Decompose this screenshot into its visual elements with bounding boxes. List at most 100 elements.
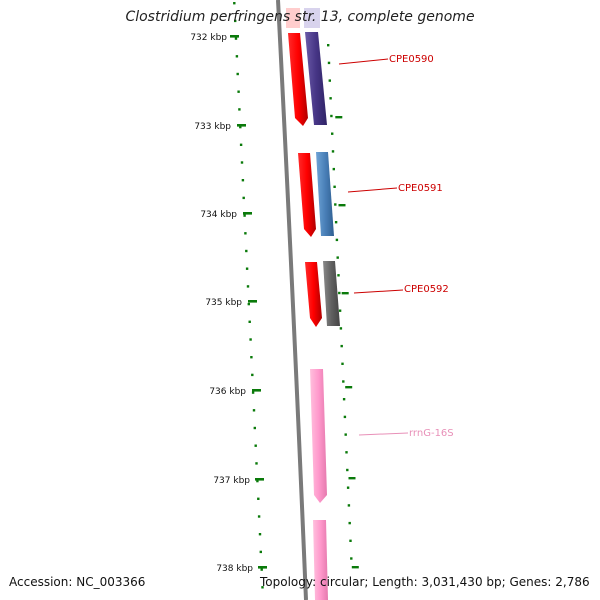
minor-tick (243, 214, 246, 217)
minor-tick (241, 179, 245, 182)
major-tick-735 (248, 300, 257, 303)
gene-label-rrnG-16S[interactable]: rrnG-16S (409, 428, 454, 439)
outer-major-tick (338, 204, 346, 207)
outer-minor-tick (349, 539, 352, 542)
minor-tick (249, 338, 252, 341)
gene-CPE0590[interactable] (288, 32, 327, 126)
outer-minor-tick (348, 521, 351, 525)
minor-tick (240, 161, 244, 164)
gene-arrow-reverse (323, 261, 340, 326)
outer-minor-tick (342, 380, 345, 383)
outer-major-tick (341, 292, 349, 295)
outer-minor-tick (327, 61, 331, 65)
minor-tick (257, 497, 260, 500)
major-tick-736 (252, 389, 261, 392)
topology-label: Topology: circular; Length: 3,031,430 bp… (260, 575, 590, 589)
minor-tick (234, 19, 237, 23)
major-tick-733 (237, 124, 246, 127)
minor-tick (236, 72, 239, 76)
outer-minor-tick (331, 132, 334, 135)
outer-major-tick (335, 116, 343, 119)
outer-minor-tick (329, 97, 332, 100)
leader-CPE0590 (338, 58, 389, 65)
minor-tick (254, 444, 257, 447)
outer-tick-ring (327, 44, 359, 569)
minor-tick (257, 515, 261, 518)
gene-CPE0591[interactable] (298, 152, 334, 237)
minor-tick (250, 356, 253, 359)
outer-major-tick (345, 386, 353, 389)
gene-arrow-forward (298, 153, 316, 237)
outer-minor-tick (335, 238, 339, 242)
rrna-arrow (310, 369, 327, 503)
outer-minor-tick (334, 203, 337, 206)
major-tick-738 (258, 566, 267, 569)
minor-tick (259, 550, 262, 554)
accession-label: Accession: NC_003366 (9, 575, 146, 589)
minor-tick (238, 108, 241, 111)
outer-minor-tick (331, 150, 335, 153)
minor-tick (255, 462, 258, 465)
minor-tick (234, 37, 238, 40)
gene-arrow-reverse (316, 152, 334, 236)
faded-gene-top-right (304, 8, 320, 28)
gene-label-CPE0592[interactable]: CPE0592 (404, 284, 449, 295)
minor-tick (237, 90, 240, 93)
minor-tick (246, 285, 250, 288)
minor-tick (235, 55, 239, 58)
minor-tick (239, 125, 242, 129)
minor-tick (244, 232, 247, 235)
minor-tick (256, 479, 259, 483)
outer-minor-tick (334, 221, 338, 224)
leader-CPE0591 (347, 187, 398, 193)
outer-minor-tick (332, 167, 335, 171)
gene-CPE0592[interactable] (305, 261, 340, 327)
gene-label-CPE0590[interactable]: CPE0590 (389, 54, 434, 65)
outer-minor-tick (327, 44, 330, 47)
outer-minor-tick (342, 398, 346, 401)
tick-label-732: 732 kbp (190, 33, 227, 43)
minor-tick (261, 586, 264, 589)
tick-label-736: 736 kbp (209, 387, 246, 397)
minor-tick (245, 249, 248, 253)
outer-minor-tick (344, 433, 347, 436)
minor-tick (258, 533, 262, 536)
gene-rrnG-16S[interactable] (310, 369, 328, 600)
gene-label-CPE0591[interactable]: CPE0591 (398, 183, 443, 194)
gene-arrow-reverse (305, 32, 327, 125)
genome-backbone (276, 0, 308, 600)
minor-tick (233, 2, 236, 5)
minor-tick (253, 426, 256, 430)
outer-minor-tick (343, 415, 347, 419)
outer-minor-tick (330, 114, 333, 118)
leader-rrnG-16S (358, 432, 409, 436)
outer-minor-tick (345, 451, 348, 454)
outer-minor-tick (328, 79, 331, 82)
major-tick-732 (230, 35, 239, 38)
tick-label-735: 735 kbp (205, 298, 242, 308)
leader-CPE0592 (353, 289, 404, 294)
tick-label-737: 737 kbp (213, 476, 250, 486)
outer-minor-tick (340, 344, 343, 348)
tick-label-733: 733 kbp (194, 122, 231, 132)
minor-tick (260, 568, 263, 571)
inner-tick-ring (233, 2, 264, 589)
outer-minor-tick (337, 274, 340, 277)
rrna-arrow-next (313, 520, 328, 600)
gene-arrow-forward (305, 262, 322, 327)
outer-minor-tick (336, 256, 339, 259)
minor-tick (242, 196, 245, 200)
outer-minor-tick (333, 185, 336, 188)
minor-tick (251, 391, 255, 394)
major-tick-737 (255, 478, 264, 481)
outer-minor-tick (339, 327, 343, 330)
minor-tick (247, 302, 250, 306)
outer-minor-tick (347, 504, 351, 507)
minor-tick (239, 143, 243, 146)
faded-gene-top-left (286, 8, 300, 28)
outer-major-tick (348, 477, 356, 480)
outer-minor-tick (338, 309, 342, 312)
outer-minor-tick (346, 486, 350, 489)
outer-minor-tick (338, 291, 341, 295)
